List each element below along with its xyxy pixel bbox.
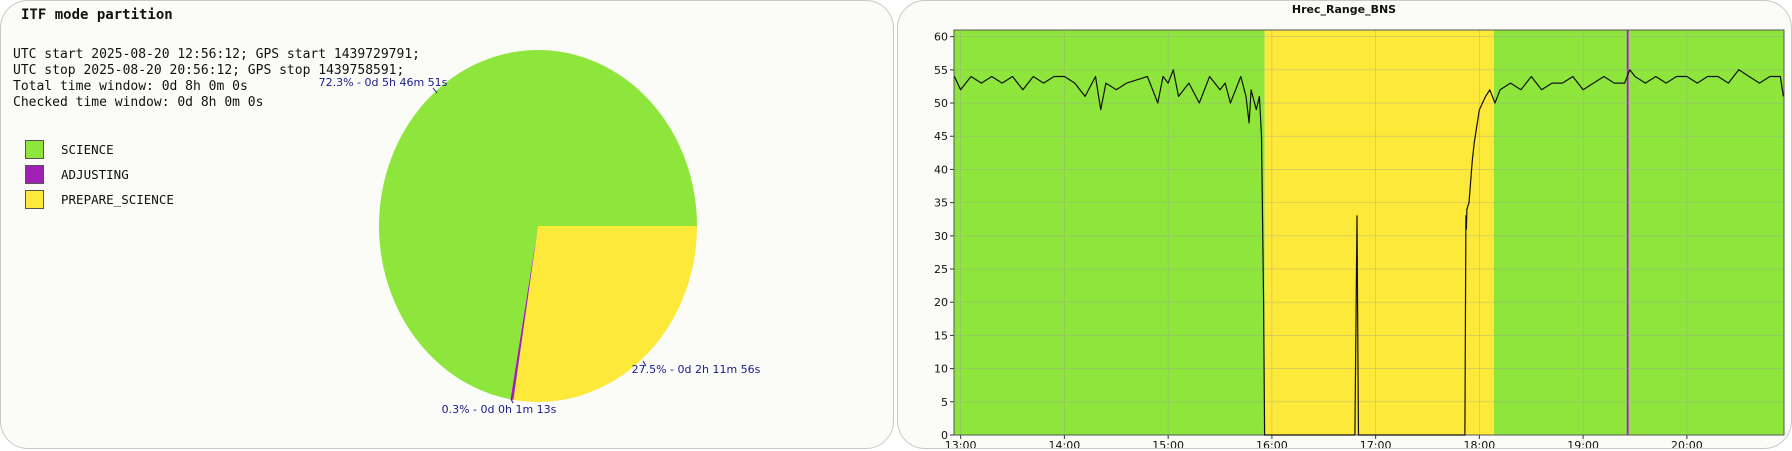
legend-swatch-prepare-science: [25, 190, 44, 209]
y-tick-label: 55: [934, 64, 948, 77]
y-tick-label: 35: [934, 197, 948, 210]
label-tick-adjusting: [510, 398, 514, 404]
band-adjusting-3: [1626, 30, 1629, 435]
info-line-utc-stop: UTC stop 2025-08-20 20:56:12; GPS stop 1…: [13, 63, 405, 78]
band-science-0: [954, 30, 1265, 435]
mode-partition-panel: ITF mode partition UTC start 2025-08-20 …: [0, 0, 894, 449]
x-tick-label: 13:00: [945, 439, 977, 449]
pie-label-prepare-science: 27.5% - 0d 2h 11m 56s: [632, 363, 761, 376]
legend-item-prepare-science: PREPARE_SCIENCE: [25, 187, 174, 212]
y-tick-label: 50: [934, 97, 948, 110]
x-tick-label: 14:00: [1049, 439, 1081, 449]
range-line-chart: Hrec_Range_BNS 0 5 10 15 20 25 30 35 40 45 50 55 60 13…: [934, 3, 1785, 449]
label-tick-prepare-science: [642, 360, 647, 367]
pie-label-science: 72.3% - 0d 5h 46m 51s: [319, 76, 448, 89]
pie-chart-title: ITF mode partition: [21, 7, 173, 23]
pie-chart: 72.3% - 0d 5h 46m 51s 0.3% - 0d 0h 1m 13s…: [319, 50, 761, 416]
y-tick-label: 60: [934, 31, 948, 44]
y-tick-label: 20: [934, 296, 948, 309]
x-tick-label: 17:00: [1360, 439, 1392, 449]
info-line-total-window: Total time window: 0d 8h 0m 0s: [13, 79, 248, 94]
y-tick-label: 30: [934, 230, 948, 243]
legend-swatch-adjusting: [25, 165, 44, 184]
legend-item-science: SCIENCE: [25, 137, 174, 162]
x-tick-label: 15:00: [1152, 439, 1184, 449]
time-window-info: UTC start 2025-08-20 12:56:12; GPS start…: [13, 47, 420, 111]
range-series-line: [953, 69, 1784, 436]
y-tick-label: 0: [941, 429, 948, 442]
x-tick-label: 20:00: [1671, 439, 1703, 449]
slice-adjusting: [510, 226, 538, 400]
legend-label-adjusting: ADJUSTING: [61, 167, 129, 182]
chart-title: Hrec_Range_BNS: [1292, 3, 1396, 16]
band-science-4: [1628, 30, 1784, 435]
y-tick-label: 40: [934, 163, 948, 176]
legend-label-science: SCIENCE: [61, 142, 114, 157]
y-tick-label: 15: [934, 329, 948, 342]
slice-prepare-science: [513, 226, 697, 402]
info-line-utc-start: UTC start 2025-08-20 12:56:12; GPS start…: [13, 47, 420, 62]
pie-legend: SCIENCE ADJUSTING PREPARE_SCIENCE: [25, 137, 174, 212]
band-science-2: [1493, 30, 1627, 435]
info-line-checked-window: Checked time window: 0d 8h 0m 0s: [13, 95, 264, 110]
y-tick-label: 45: [934, 130, 948, 143]
band-prepare-science-1: [1264, 30, 1494, 435]
y-tick-label: 5: [941, 396, 948, 409]
legend-label-prepare-science: PREPARE_SCIENCE: [61, 192, 174, 207]
y-tick-label: 25: [934, 263, 948, 276]
x-tick-label: 16:00: [1256, 439, 1288, 449]
slice-science: [378, 50, 697, 400]
x-tick-label: 19:00: [1567, 439, 1599, 449]
range-chart-panel: Hrec_Range_BNS 0 5 10 15 20 25 30 35 40 45 50 55 60 13…: [897, 0, 1792, 449]
legend-item-adjusting: ADJUSTING: [25, 162, 174, 187]
x-tick-label: 18:00: [1464, 439, 1496, 449]
pie-label-adjusting: 0.3% - 0d 0h 1m 13s: [442, 403, 557, 416]
legend-swatch-science: [25, 140, 44, 159]
label-tick-science: [432, 87, 438, 94]
y-tick-label: 10: [934, 363, 948, 376]
